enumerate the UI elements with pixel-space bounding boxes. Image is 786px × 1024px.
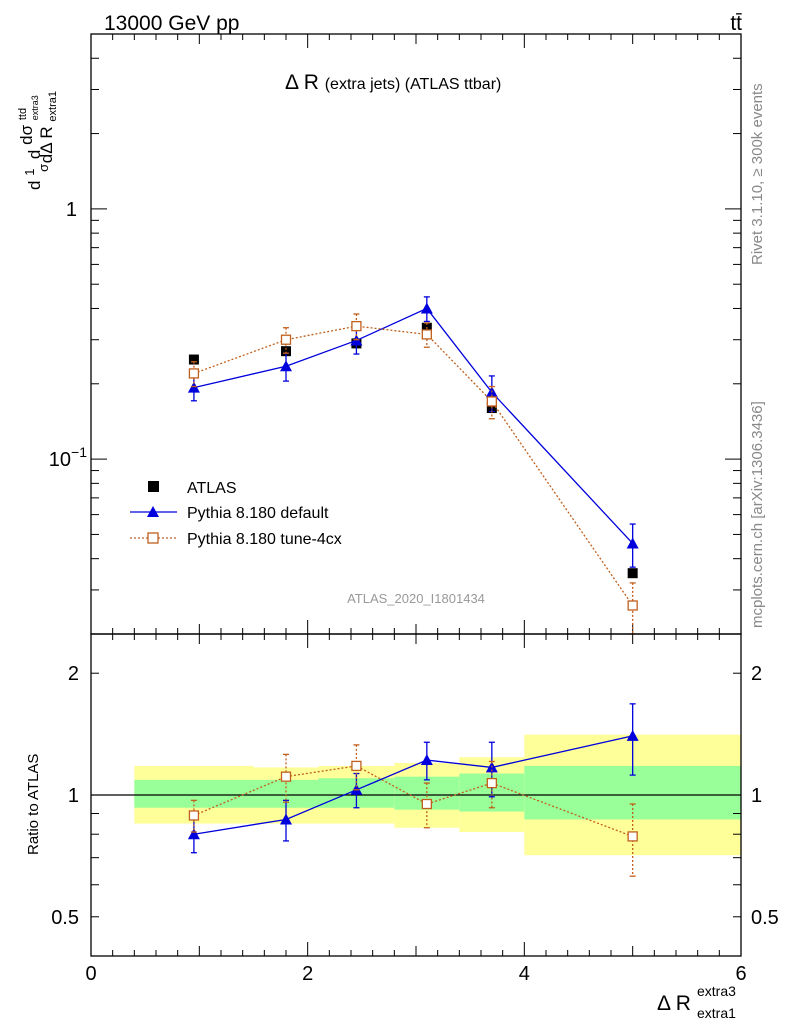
y-tick-label-right-2: 2 bbox=[751, 663, 762, 685]
ylabel-one: 1 bbox=[22, 169, 37, 176]
tune-point bbox=[188, 810, 200, 821]
legend-marker-default bbox=[147, 506, 159, 517]
default-point bbox=[420, 302, 433, 314]
band-inner-0 bbox=[134, 779, 254, 808]
tune-point bbox=[421, 798, 432, 810]
tune-point bbox=[280, 334, 292, 345]
header-right: tt̄ bbox=[730, 12, 742, 35]
main-title: Δ R (extra jets) (ATLAS ttbar) bbox=[285, 71, 501, 94]
atlas-data-point bbox=[188, 354, 199, 365]
ylabel-d1: d bbox=[25, 181, 44, 190]
rivet-label: Rivet 3.1.10, ≥ 300k events bbox=[749, 83, 766, 265]
tune-point bbox=[627, 600, 638, 611]
ylabel-sub: extra1 bbox=[47, 91, 59, 122]
svg-text:d 1 σ d: d 1 σ d dσ ttd dΔ R extra1 extra3 bbox=[11, 86, 60, 190]
x-tick-label-2: 4 bbox=[519, 963, 530, 985]
y-tick-base-0: 10 bbox=[49, 449, 71, 471]
main-y-label: d 1 σ d dσ ttd dΔ R extra1 extra3 bbox=[11, 86, 60, 190]
y-tick-label-1: 1 bbox=[66, 199, 77, 221]
legend: ATLAS Pythia 8.180 default Pythia 8.180 … bbox=[130, 480, 342, 548]
default-point bbox=[626, 729, 639, 741]
atlas-data-point bbox=[281, 346, 291, 357]
x-tick-label-1: 2 bbox=[302, 963, 313, 985]
main-panel: 10−1 1 bbox=[49, 33, 742, 635]
ylabel-ddr: dΔ R bbox=[37, 126, 56, 163]
tune-point bbox=[627, 831, 638, 842]
atlas-data-point bbox=[627, 568, 638, 579]
xlabel-sup: extra3 bbox=[697, 983, 736, 999]
ylabel-sigma: σ bbox=[36, 164, 51, 172]
ylabel-ttd: ttd bbox=[17, 108, 29, 120]
main-title-suffix: (extra jets) (ATLAS ttbar) bbox=[325, 76, 502, 93]
default-point bbox=[187, 828, 200, 840]
y-tick-label-0: 0.5 bbox=[51, 907, 79, 929]
default-point bbox=[280, 813, 292, 825]
xlabel-sub: extra1 bbox=[697, 1005, 736, 1021]
ratio-panel: 0.5 0.5 1 1 2 2 0 2 4 6 bbox=[51, 633, 779, 985]
y-tick-label-right-0: 0.5 bbox=[751, 907, 779, 929]
legend-label-atlas: ATLAS bbox=[187, 480, 237, 497]
default-line-1 bbox=[193, 735, 633, 835]
analysis-id: ATLAS_2020_I1801434 bbox=[347, 591, 485, 606]
xlabel-base: Δ R bbox=[657, 992, 691, 1015]
legend-label-default: Pythia 8.180 default bbox=[187, 505, 329, 522]
x-tick-label-3: 6 bbox=[735, 963, 746, 985]
y-tick-label-right-1: 1 bbox=[751, 785, 762, 807]
tune-point bbox=[351, 320, 362, 332]
x-tick-label-0: 0 bbox=[85, 963, 96, 985]
tune-line-0 bbox=[193, 325, 634, 606]
tune-point bbox=[280, 771, 292, 782]
legend-marker-atlas bbox=[148, 481, 159, 492]
header-left: 13000 GeV pp bbox=[104, 12, 239, 35]
legend-label-tune: Pythia 8.180 tune-4cx bbox=[187, 531, 342, 548]
tune-point bbox=[486, 396, 497, 407]
x-axis-label: Δ R extra3 extra1 bbox=[657, 983, 736, 1021]
tune-point bbox=[486, 777, 497, 789]
ylabel-d2: d bbox=[25, 150, 44, 159]
default-line-0 bbox=[193, 307, 634, 544]
y-tick-label-1: 1 bbox=[68, 785, 79, 807]
default-point bbox=[280, 360, 292, 372]
y-tick-label-2: 2 bbox=[68, 663, 79, 685]
ylabel-sup: extra3 bbox=[30, 95, 40, 120]
tune-point bbox=[351, 760, 362, 772]
legend-marker-tune bbox=[147, 532, 159, 544]
ratio-y-label: Ratio to ATLAS bbox=[25, 754, 42, 855]
mcplots-label: mcplots.cern.ch [arXiv:1306.3436] bbox=[749, 401, 766, 628]
ylabel-dsigma: dσ bbox=[17, 124, 36, 144]
y-tick-label-0: 10−1 bbox=[49, 444, 87, 471]
tune-line-1 bbox=[193, 765, 633, 838]
default-point bbox=[626, 537, 639, 549]
main-title-prefix: Δ R bbox=[285, 71, 319, 94]
y-tick-base-1: 1 bbox=[66, 199, 77, 221]
default-point bbox=[420, 754, 433, 766]
y-tick-exp-0: −1 bbox=[71, 444, 87, 460]
tune-point bbox=[188, 368, 200, 379]
tune-point bbox=[421, 329, 432, 340]
